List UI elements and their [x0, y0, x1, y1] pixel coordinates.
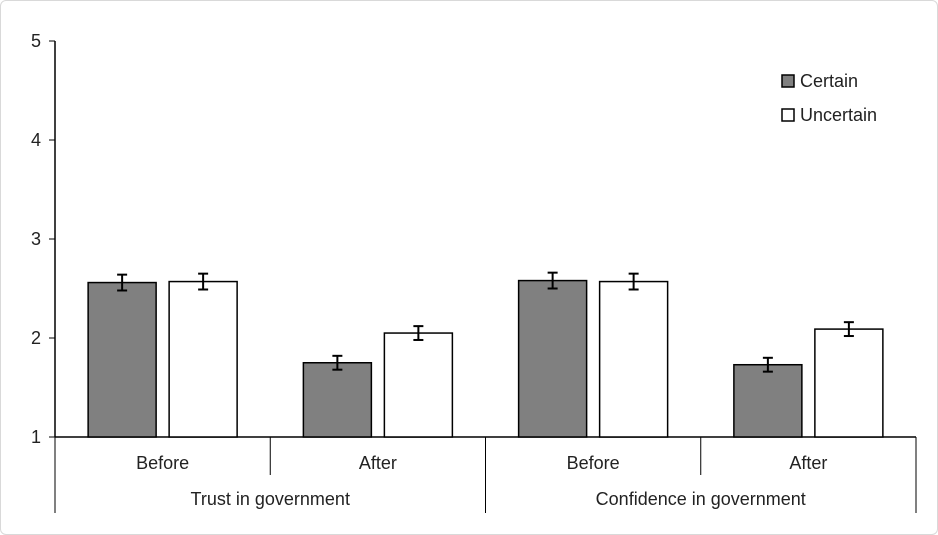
category-label: After [789, 453, 827, 473]
bar-certain [87, 281, 157, 438]
bar-uncertain [598, 280, 669, 438]
bar-uncertain [814, 328, 884, 438]
bar-uncertain [383, 332, 454, 438]
legend-swatch [781, 108, 795, 122]
y-tick-label: 1 [31, 427, 41, 447]
bar-certain [733, 363, 803, 438]
category-label: After [359, 453, 397, 473]
group-label: Trust in government [191, 489, 350, 509]
bar-certain [302, 362, 373, 438]
y-tick-label: 2 [31, 328, 41, 348]
group-label: Confidence in government [596, 489, 806, 509]
y-tick-label: 5 [31, 31, 41, 51]
legend-swatch [781, 74, 795, 88]
y-tick-label: 4 [31, 130, 41, 150]
y-tick-label: 3 [31, 229, 41, 249]
bar-certain [517, 279, 588, 438]
legend-label: Uncertain [800, 105, 877, 125]
bar-uncertain [168, 280, 238, 438]
category-label: Before [136, 453, 189, 473]
legend-label: Certain [800, 71, 858, 91]
category-label: Before [567, 453, 620, 473]
